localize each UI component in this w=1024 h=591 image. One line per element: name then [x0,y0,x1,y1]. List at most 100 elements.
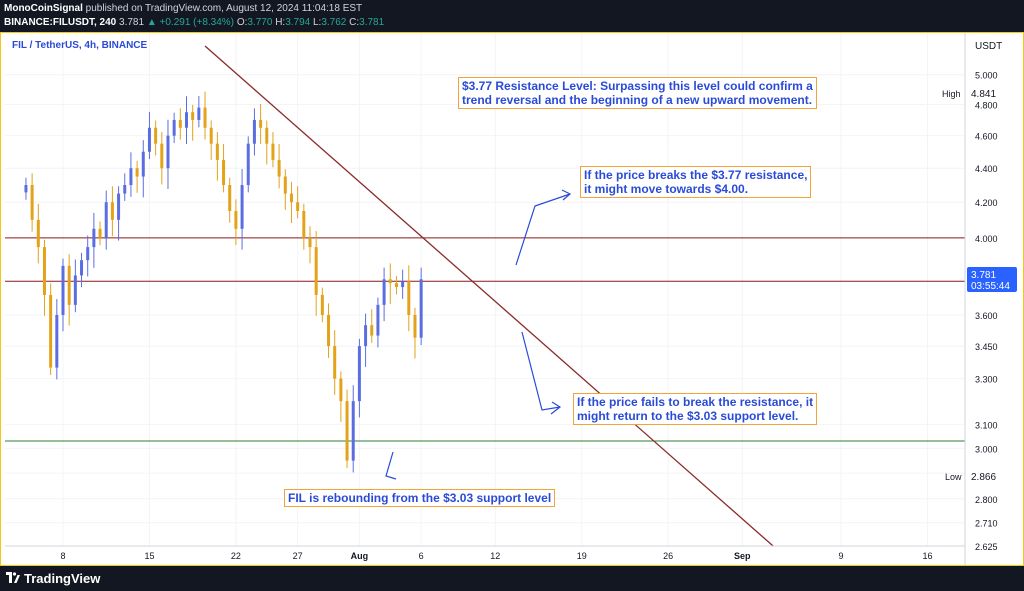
time-tick-label: 12 [490,551,500,561]
candle-body [55,314,59,368]
candle-body [92,228,96,248]
price-tag: 3.781 03:55:44 [967,267,1017,292]
candle-body [407,281,411,315]
currency-label: USDT [975,41,1002,52]
candle-body [135,168,139,177]
price-tick-label: 2.625 [975,542,998,552]
candle-body [110,202,114,220]
ohlc-line: BINANCE:FILUSDT, 240 3.781 ▲ +0.291 (+8.… [4,17,384,28]
candle-body [314,247,318,295]
tradingview-logo-icon [6,572,20,583]
candle-body [296,202,300,211]
candle-body [277,159,281,177]
candle-body [36,219,40,248]
time-tick-label: 15 [144,551,154,561]
candle-body [265,127,269,144]
arrow-fail-down [521,331,561,411]
candle-body [80,260,84,276]
candle-body [222,159,226,186]
time-tick-label: Aug [351,551,369,561]
price-tick-label: 3.300 [975,375,998,385]
candle-body [394,283,398,288]
price-tick-label: 5.000 [975,71,998,81]
candle-body [382,279,386,305]
last-price: 3.781 [119,17,145,28]
candle-body [327,314,331,347]
candle-body [147,127,151,152]
time-tick-label: 19 [577,551,587,561]
close-label: C: [349,17,360,28]
candle-body [308,237,312,248]
candle-body [302,210,306,238]
arrows-layer [385,189,572,480]
candle-body [259,119,263,128]
price-tick-label: 3.450 [975,342,998,352]
candle-body [203,107,207,128]
price-tick-label: 4.000 [975,234,998,244]
annotation-resistance[interactable]: $3.77 Resistance Level: Surpassing this … [458,77,817,109]
candle-body [339,378,343,402]
candle-body [271,143,275,160]
candle-body [364,325,368,347]
candle-body [154,127,158,144]
candle-body [98,228,102,238]
candle-body [67,265,71,305]
candle-body [401,281,405,288]
candle-body [172,119,176,136]
candles-layer [24,91,423,473]
footer: TradingView [0,566,1024,591]
candle-body [234,210,238,229]
candle-body [240,185,244,229]
candle-body [73,275,77,305]
low-marker: Low 2.866 [945,470,1007,483]
time-axis: 8 15 22 27 Aug 6 12 19 26 Sep 9 16 [5,545,965,561]
price-change: ▲ +0.291 (+8.34%) [146,17,235,28]
price-tick-label: 3.600 [975,311,998,321]
time-tick-label: 6 [419,551,424,561]
candle-body [123,185,127,194]
high-value-box [967,87,1007,100]
price-tick-label: 4.400 [975,164,998,174]
high-label: H: [275,17,286,28]
tradingview-brand[interactable]: TradingView [24,571,101,586]
candle-body [24,185,28,193]
descending-trendline [204,45,774,547]
annotation-fail[interactable]: If the price fails to break the resistan… [573,393,818,425]
candle-body [86,247,90,261]
publisher-name[interactable]: MonoCoinSignal [4,3,83,14]
time-tick-label: 27 [293,551,303,561]
candle-body [289,193,293,203]
annotation-breakout[interactable]: If the price breaks the $3.77 resistance… [580,166,812,198]
high-value: 3.794 [285,17,311,28]
publish-line: MonoCoinSignal published on TradingView.… [4,3,362,14]
symbol-legend[interactable]: FIL / TetherUS, 4h, BINANCE [12,40,148,51]
candle-body [30,185,34,220]
arrow-breakout-up [515,193,571,266]
price-tick-label: 3.100 [975,420,998,430]
candle-body [388,279,392,284]
time-tick-label: 9 [839,551,844,561]
candle-body [160,143,164,169]
arrow-support-down [385,451,397,480]
candle-body [320,294,324,315]
time-tick-label: 26 [663,551,673,561]
time-tick-label: 22 [231,551,241,561]
candle-body [185,112,188,128]
price-tick-label: 2.800 [975,495,998,505]
price-axis: 5.000 4.800 4.600 4.400 4.200 4.000 3.600 3.450… [964,33,998,565]
candle-body [166,135,170,169]
chart-header: MonoCoinSignal published on TradingView.… [0,0,1024,32]
low-value-box [967,470,1007,483]
chart-frame [0,32,1024,566]
candle-body [61,265,65,315]
published-text: published on TradingView.com, August 12,… [82,3,363,14]
candle-body [197,107,201,120]
levels-layer [5,45,965,547]
candle-body [42,247,46,295]
candle-body [252,119,256,144]
price-chart[interactable]: 5.000 4.800 4.600 4.400 4.200 4.000 3.600 3.450… [0,32,1024,566]
annotation-support[interactable]: FIL is rebounding from the $3.03 support… [284,489,556,507]
high-label: High [942,89,961,99]
grid-layer [5,33,965,547]
price-tick-label: 4.200 [975,198,998,208]
